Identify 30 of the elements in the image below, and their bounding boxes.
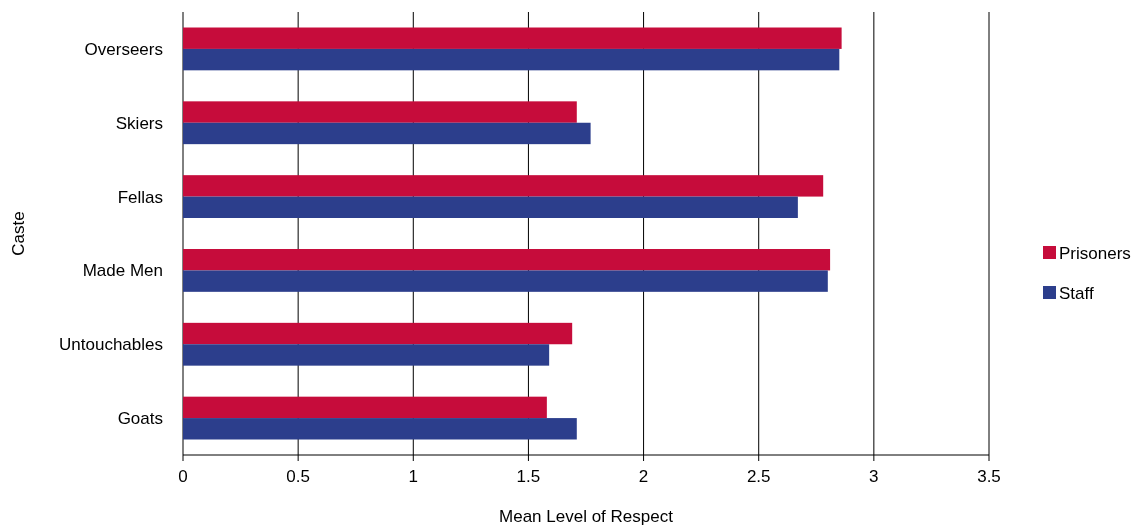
y-tick-label: Fellas [117,187,163,207]
x-tick-label: 1.5 [516,467,541,486]
bar [183,396,547,419]
y-tick-label: Goats [117,409,163,429]
x-tick-label: 2 [638,467,649,486]
bar [183,196,798,218]
y-tick-label: Untouchables [59,335,163,355]
bar [183,418,577,440]
bar [183,322,573,345]
bar [183,249,831,271]
y-axis-title: Caste [9,211,28,256]
legend-label: Prisoners [1059,244,1131,263]
bar [183,48,840,71]
bar [183,344,550,366]
bar [183,270,828,292]
legend-label: Staff [1059,284,1094,303]
y-tick-label: Made Men [82,261,163,281]
bar [183,122,591,145]
bar [183,175,824,197]
x-tick-label: 3 [869,467,879,486]
bar [183,27,842,49]
bar [183,101,577,123]
x-axis-title: Mean Level of Respect [499,507,674,526]
y-tick-label: Skiers [115,113,163,133]
x-tick-label: 0 [178,467,188,486]
y-tick-label: Overseers [84,39,163,59]
x-tick-label: 3.5 [977,467,1001,486]
x-tick-label: 2.5 [746,467,771,486]
x-tick-label: 0.5 [286,467,310,486]
x-tick-label: 1 [408,467,419,486]
